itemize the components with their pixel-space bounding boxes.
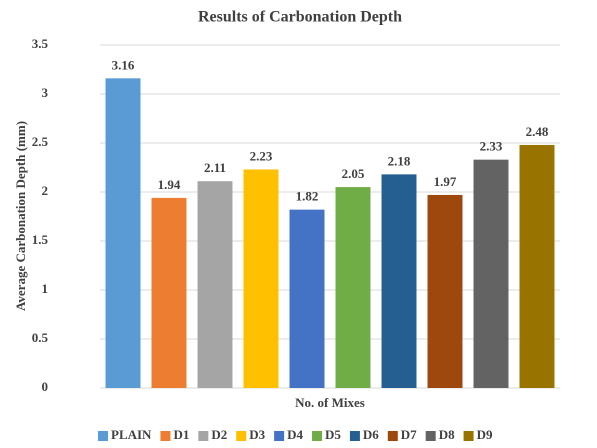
y-tick-label: 2.5 <box>32 134 49 149</box>
x-axis-label: No. of Mixes <box>295 395 365 410</box>
legend-label: D4 <box>287 427 303 442</box>
y-tick-label: 0.5 <box>32 330 49 345</box>
legend-swatch <box>463 431 474 441</box>
bar <box>427 194 463 388</box>
bar <box>381 174 417 388</box>
bar <box>151 197 187 388</box>
legend-label: D9 <box>477 427 493 442</box>
data-label: 2.05 <box>342 166 365 181</box>
legend-swatch <box>98 431 108 441</box>
bar <box>519 144 555 388</box>
legend-label: D6 <box>363 427 379 442</box>
y-tick-label: 1.5 <box>32 232 49 247</box>
bar <box>105 78 141 388</box>
legend-swatch <box>160 431 171 441</box>
legend-label: D3 <box>249 427 265 442</box>
data-label: 2.33 <box>480 139 503 154</box>
bar <box>473 159 509 388</box>
legend-label: D7 <box>401 427 417 442</box>
legend-swatch <box>387 431 398 441</box>
data-label: 2.48 <box>526 124 549 139</box>
legend-swatch <box>236 431 247 441</box>
bar <box>243 169 279 388</box>
legend-label: D5 <box>325 427 341 442</box>
bar <box>197 181 233 388</box>
bar <box>335 187 371 388</box>
y-tick-label: 3.5 <box>32 36 49 51</box>
data-label: 3.16 <box>112 57 135 72</box>
legend-label: D1 <box>173 427 189 442</box>
y-tick-label: 3 <box>42 85 49 100</box>
y-tick-label: 0 <box>42 379 49 394</box>
y-axis-label: Average Carbonation Depth (mm) <box>13 121 28 311</box>
data-label: 1.82 <box>296 189 319 204</box>
y-tick-label: 2 <box>42 183 49 198</box>
legend-swatch <box>274 431 285 441</box>
legend-swatch <box>198 431 209 441</box>
bar <box>289 209 325 388</box>
chart-title: Results of Carbonation Depth <box>198 9 402 26</box>
legend-label: D2 <box>211 427 227 442</box>
legend-swatch <box>349 431 360 441</box>
legend-swatch <box>425 431 436 441</box>
legend-label: D8 <box>439 427 455 442</box>
data-label: 2.18 <box>388 153 411 168</box>
data-label: 1.94 <box>158 177 181 192</box>
data-label: 2.11 <box>204 160 226 175</box>
y-tick-label: 1 <box>42 281 49 296</box>
legend-swatch <box>312 431 323 441</box>
data-label: 2.23 <box>250 148 273 163</box>
data-label: 1.97 <box>434 174 457 189</box>
legend-label: PLAIN <box>111 427 152 442</box>
